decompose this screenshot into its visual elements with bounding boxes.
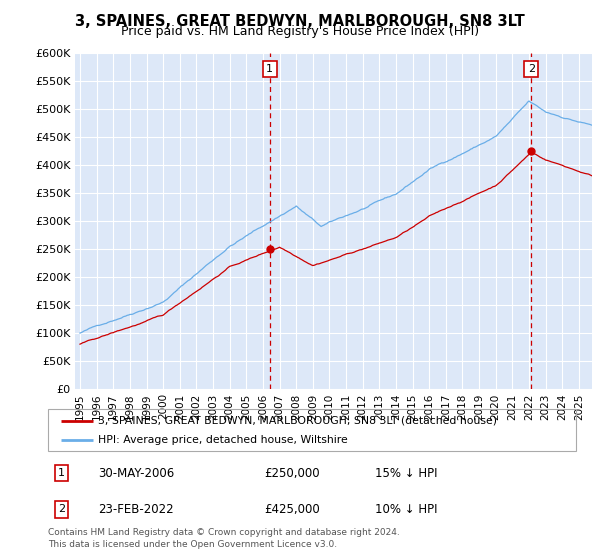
Text: 2: 2 <box>58 505 65 515</box>
Text: 3, SPAINES, GREAT BEDWYN, MARLBOROUGH, SN8 3LT (detached house): 3, SPAINES, GREAT BEDWYN, MARLBOROUGH, S… <box>98 416 497 426</box>
Text: 10% ↓ HPI: 10% ↓ HPI <box>376 503 438 516</box>
Text: 23-FEB-2022: 23-FEB-2022 <box>98 503 174 516</box>
Text: 1: 1 <box>58 468 65 478</box>
Text: 2: 2 <box>528 64 535 74</box>
Text: 3, SPAINES, GREAT BEDWYN, MARLBOROUGH, SN8 3LT: 3, SPAINES, GREAT BEDWYN, MARLBOROUGH, S… <box>75 14 525 29</box>
Text: 15% ↓ HPI: 15% ↓ HPI <box>376 467 438 480</box>
Text: £425,000: £425,000 <box>265 503 320 516</box>
Text: 30-MAY-2006: 30-MAY-2006 <box>98 467 175 480</box>
Text: £250,000: £250,000 <box>265 467 320 480</box>
Text: Contains HM Land Registry data © Crown copyright and database right 2024.
This d: Contains HM Land Registry data © Crown c… <box>48 528 400 549</box>
Text: Price paid vs. HM Land Registry's House Price Index (HPI): Price paid vs. HM Land Registry's House … <box>121 25 479 38</box>
Text: HPI: Average price, detached house, Wiltshire: HPI: Average price, detached house, Wilt… <box>98 435 348 445</box>
Text: 1: 1 <box>266 64 273 74</box>
